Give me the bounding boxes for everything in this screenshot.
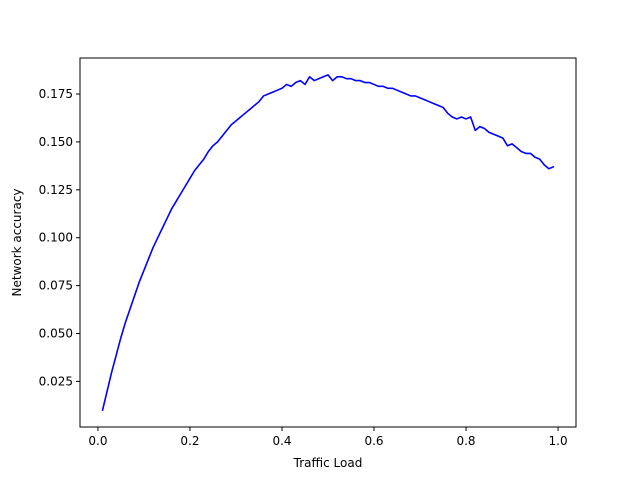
plot-area — [101, 74, 555, 411]
y-tick-label: 0.175 — [39, 87, 73, 101]
x-axis-label: Traffic Load — [293, 456, 363, 470]
x-tick-label: 0.6 — [364, 434, 383, 448]
x-tick-label: 0.8 — [456, 434, 475, 448]
y-tick-label: 0.075 — [39, 279, 73, 293]
x-tick-label: 0.4 — [272, 434, 291, 448]
series-line-0 — [101, 74, 555, 411]
y-tick-label: 0.100 — [39, 231, 73, 245]
y-axis-label: Network accuracy — [10, 188, 24, 296]
x-tick-label: 1.0 — [549, 434, 568, 448]
y-tick-label: 0.050 — [39, 327, 73, 341]
y-tick-label: 0.150 — [39, 135, 73, 149]
y-axis: 0.025 0.050 0.075 0.100 0.125 0.150 0.175 — [39, 87, 80, 388]
y-tick-label: 0.125 — [39, 183, 73, 197]
y-tick-label: 0.025 — [39, 374, 73, 388]
x-tick-label: 0.2 — [180, 434, 199, 448]
x-tick-label: 0.0 — [88, 434, 107, 448]
axes-frame — [79, 57, 577, 428]
x-axis: 0.0 0.2 0.4 0.6 0.8 1.0 — [88, 427, 568, 448]
